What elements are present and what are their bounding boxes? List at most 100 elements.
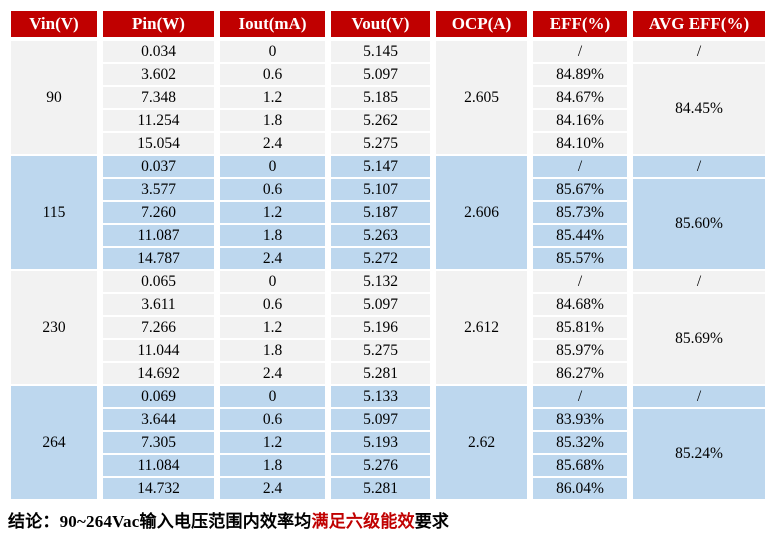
- avg-eff-cell: 84.45%: [630, 63, 768, 155]
- eff-cell: 84.16%: [530, 109, 630, 132]
- iout-cell: 0: [217, 385, 328, 408]
- eff-cell: 85.44%: [530, 224, 630, 247]
- table-row: 11.084 1.8 5.276 85.68%: [8, 454, 768, 477]
- eff-cell: 85.67%: [530, 178, 630, 201]
- iout-cell: 1.8: [217, 109, 328, 132]
- vout-cell: 5.185: [328, 86, 433, 109]
- vout-cell: 5.193: [328, 431, 433, 454]
- conclusion-prefix: 结论：90~264Vac输入电压范围内效率均: [8, 512, 312, 531]
- ocp-cell: 2.62: [433, 385, 530, 500]
- iout-cell: 0.6: [217, 293, 328, 316]
- vout-cell: 5.281: [328, 477, 433, 500]
- pin-cell: 11.084: [100, 454, 217, 477]
- pin-cell: 0.034: [100, 40, 217, 63]
- iout-cell: 2.4: [217, 132, 328, 155]
- table-row: 3.602 0.6 5.097 84.89% 84.45%: [8, 63, 768, 155]
- iout-cell: 1.8: [217, 224, 328, 247]
- table-row: 264 0.069 0 5.133 2.62//: [8, 385, 768, 500]
- pin-cell: 7.348: [100, 86, 217, 109]
- pin-cell: 14.732: [100, 477, 217, 500]
- pin-cell: 14.692: [100, 362, 217, 385]
- iout-cell: 1.2: [217, 431, 328, 454]
- table-row: 15.054 2.4 5.275 84.10%: [8, 132, 768, 155]
- eff-cell: 84.89%: [530, 63, 630, 86]
- table-row: 7.260 1.2 5.187 85.73%: [8, 201, 768, 224]
- vout-cell: 5.263: [328, 224, 433, 247]
- col-header-vout: Vout(V): [328, 10, 433, 40]
- conclusion-suffix: 要求: [414, 512, 450, 531]
- avg-eff-cell: 85.60%: [630, 178, 768, 270]
- vin-cell: 264: [8, 385, 100, 500]
- iout-cell: 0.6: [217, 408, 328, 431]
- pin-cell: 7.266: [100, 316, 217, 339]
- vin-cell: 90: [8, 40, 100, 155]
- vout-cell: 5.097: [328, 63, 433, 86]
- avg-eff-slash-cell: /: [630, 270, 768, 293]
- eff-cell: 83.93%: [530, 408, 630, 431]
- eff-cell: /: [530, 270, 630, 293]
- ocp-cell: 2.612: [433, 270, 530, 385]
- col-header-iout: Iout(mA): [217, 10, 328, 40]
- eff-cell: 84.10%: [530, 132, 630, 155]
- pin-cell: 3.602: [100, 63, 217, 86]
- iout-cell: 1.2: [217, 316, 328, 339]
- ocp-cell: 2.605: [433, 40, 530, 155]
- pin-cell: 11.044: [100, 339, 217, 362]
- table-row: 14.787 2.4 5.272 85.57%: [8, 247, 768, 270]
- vout-cell: 5.097: [328, 293, 433, 316]
- table-header-row: Vin(V) Pin(W) Iout(mA) Vout(V) OCP(A) EF…: [8, 10, 768, 40]
- iout-cell: 2.4: [217, 247, 328, 270]
- eff-cell: 85.73%: [530, 201, 630, 224]
- pin-cell: 14.787: [100, 247, 217, 270]
- eff-cell: 84.68%: [530, 293, 630, 316]
- pin-cell: 3.644: [100, 408, 217, 431]
- vout-cell: 5.132: [328, 270, 433, 293]
- pin-cell: 3.577: [100, 178, 217, 201]
- eff-cell: 85.97%: [530, 339, 630, 362]
- iout-cell: 1.2: [217, 86, 328, 109]
- pin-cell: 15.054: [100, 132, 217, 155]
- vout-cell: 5.145: [328, 40, 433, 63]
- vin-cell: 115: [8, 155, 100, 270]
- table-row: 14.692 2.4 5.281 86.27%: [8, 362, 768, 385]
- pin-cell: 0.065: [100, 270, 217, 293]
- iout-cell: 0.6: [217, 63, 328, 86]
- avg-eff-cell: 85.69%: [630, 293, 768, 385]
- col-header-eff: EFF(%): [530, 10, 630, 40]
- col-header-vin: Vin(V): [8, 10, 100, 40]
- avg-eff-cell: 85.24%: [630, 408, 768, 500]
- eff-cell: 85.32%: [530, 431, 630, 454]
- col-header-ocp: OCP(A): [433, 10, 530, 40]
- table-row: 90 0.034 0 5.145 2.605//: [8, 40, 768, 155]
- avg-eff-slash-cell: /: [630, 40, 768, 63]
- eff-cell: 86.27%: [530, 362, 630, 385]
- pin-cell: 11.254: [100, 109, 217, 132]
- iout-cell: 0: [217, 155, 328, 178]
- table-row: 7.266 1.2 5.196 85.81%: [8, 316, 768, 339]
- eff-cell: /: [530, 40, 630, 63]
- pin-cell: 3.611: [100, 293, 217, 316]
- iout-cell: 1.8: [217, 454, 328, 477]
- eff-cell: 84.67%: [530, 86, 630, 109]
- conclusion-text: 结论：90~264Vac输入电压范围内效率均满足六级能效要求: [8, 507, 775, 532]
- avg-eff-slash-cell: /: [630, 155, 768, 178]
- table-row: 11.087 1.8 5.263 85.44%: [8, 224, 768, 247]
- vout-cell: 5.276: [328, 454, 433, 477]
- iout-cell: 1.8: [217, 339, 328, 362]
- table-row: 14.732 2.4 5.281 86.04%: [8, 477, 768, 500]
- conclusion-highlight: 满足六级能效: [311, 512, 415, 531]
- ocp-cell: 2.606: [433, 155, 530, 270]
- table-row: 11.254 1.8 5.262 84.16%: [8, 109, 768, 132]
- efficiency-table: Vin(V) Pin(W) Iout(mA) Vout(V) OCP(A) EF…: [8, 10, 768, 500]
- vout-cell: 5.147: [328, 155, 433, 178]
- iout-cell: 1.2: [217, 201, 328, 224]
- pin-cell: 0.037: [100, 155, 217, 178]
- eff-cell: 86.04%: [530, 477, 630, 500]
- vout-cell: 5.281: [328, 362, 433, 385]
- col-header-pin: Pin(W): [100, 10, 217, 40]
- pin-cell: 7.260: [100, 201, 217, 224]
- vout-cell: 5.107: [328, 178, 433, 201]
- col-header-avg-eff: AVG EFF(%): [630, 10, 768, 40]
- eff-cell: 85.57%: [530, 247, 630, 270]
- table-row: 7.305 1.2 5.193 85.32%: [8, 431, 768, 454]
